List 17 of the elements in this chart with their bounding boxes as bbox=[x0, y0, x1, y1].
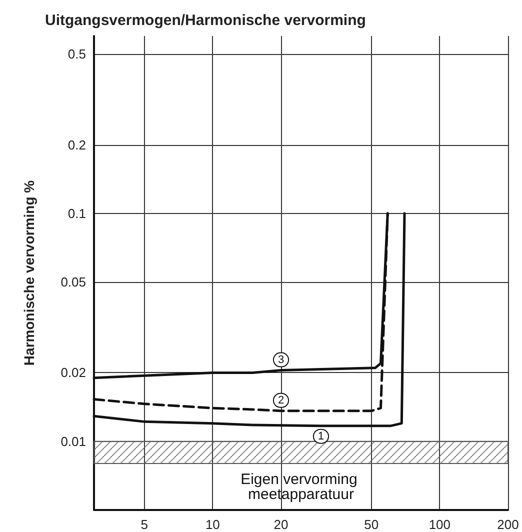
x-tick-label: 200 bbox=[497, 517, 519, 532]
y-tick-label: 0.2 bbox=[68, 137, 86, 152]
y-tick-label: 0.01 bbox=[60, 434, 86, 449]
x-tick-label: 50 bbox=[364, 517, 379, 532]
y-tick-label: 0.02 bbox=[60, 365, 86, 380]
y-axis-title: Harmonische vervorming % bbox=[21, 180, 37, 366]
series-label: 3 bbox=[278, 354, 284, 366]
x-tick-label: 10 bbox=[205, 517, 220, 532]
series-label: 2 bbox=[278, 394, 284, 406]
x-tick-label: 100 bbox=[428, 517, 451, 532]
x-tick-label: 20 bbox=[274, 517, 288, 532]
series-label: 1 bbox=[318, 430, 324, 442]
y-tick-label: 0.05 bbox=[60, 274, 86, 290]
y-tick-label: 0.5 bbox=[68, 46, 86, 62]
y-tick-label: 0.1 bbox=[68, 206, 86, 221]
x-tick-label: 5 bbox=[140, 517, 148, 532]
chart-title: Uitgangsvermogen/Harmonische vervorming bbox=[45, 12, 366, 29]
